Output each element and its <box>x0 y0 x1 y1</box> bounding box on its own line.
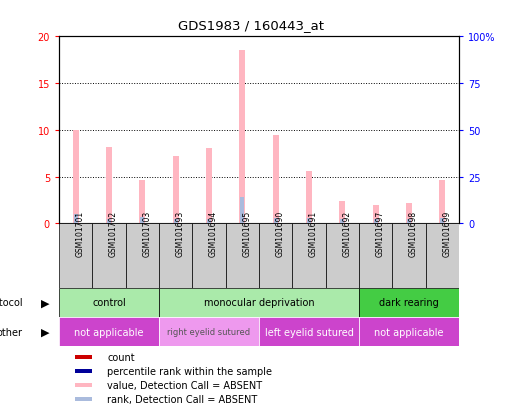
Text: GSM101695: GSM101695 <box>242 211 251 256</box>
Bar <box>173 157 179 224</box>
Bar <box>407 219 411 224</box>
Bar <box>374 219 378 224</box>
Bar <box>326 224 359 288</box>
Bar <box>75 397 92 401</box>
Text: GSM101703: GSM101703 <box>143 211 151 256</box>
Bar <box>75 383 92 387</box>
Bar <box>259 317 359 347</box>
Bar <box>140 181 145 224</box>
Bar <box>340 202 345 224</box>
Bar <box>441 218 444 224</box>
Bar <box>373 205 379 224</box>
Text: control: control <box>92 298 126 308</box>
Text: not applicable: not applicable <box>374 327 444 337</box>
Bar <box>259 224 292 288</box>
Bar <box>75 369 92 373</box>
Bar <box>174 219 177 224</box>
Text: left eyelid sutured: left eyelid sutured <box>265 327 353 337</box>
Text: GSM101690: GSM101690 <box>276 211 285 256</box>
Bar <box>159 288 359 317</box>
Text: dark rearing: dark rearing <box>379 298 439 308</box>
Bar <box>59 288 159 317</box>
Text: GSM101692: GSM101692 <box>343 211 351 256</box>
Bar <box>307 218 311 224</box>
Text: GSM101702: GSM101702 <box>109 211 118 256</box>
Bar <box>59 317 159 347</box>
Bar <box>207 219 211 224</box>
Text: rank, Detection Call = ABSENT: rank, Detection Call = ABSENT <box>107 394 257 404</box>
Text: monocular deprivation: monocular deprivation <box>204 298 314 308</box>
Bar <box>141 217 144 224</box>
Text: percentile rank within the sample: percentile rank within the sample <box>107 366 272 376</box>
Bar <box>206 148 212 224</box>
Bar <box>341 219 344 224</box>
Bar <box>241 198 244 224</box>
Bar <box>392 224 426 288</box>
Bar <box>240 51 245 224</box>
Text: GSM101691: GSM101691 <box>309 211 318 256</box>
Text: GSM101694: GSM101694 <box>209 211 218 256</box>
Text: count: count <box>107 352 134 362</box>
Text: GSM101701: GSM101701 <box>76 211 85 256</box>
Bar <box>274 218 278 224</box>
Bar <box>107 219 111 224</box>
Bar <box>75 355 92 359</box>
Bar <box>440 181 445 224</box>
Bar <box>226 224 259 288</box>
Bar <box>306 171 312 224</box>
Bar <box>106 147 112 224</box>
Bar <box>406 203 412 224</box>
Text: GSM101699: GSM101699 <box>442 211 451 256</box>
Text: ▶: ▶ <box>41 327 49 337</box>
Bar <box>74 214 77 224</box>
Text: value, Detection Call = ABSENT: value, Detection Call = ABSENT <box>107 380 262 390</box>
Text: GSM101697: GSM101697 <box>376 211 385 256</box>
Bar <box>159 224 192 288</box>
Bar <box>92 224 126 288</box>
Bar <box>59 224 92 288</box>
Text: ▶: ▶ <box>41 298 49 308</box>
Text: GSM101693: GSM101693 <box>175 211 185 256</box>
Text: protocol: protocol <box>0 298 23 308</box>
Bar <box>73 131 78 224</box>
Bar <box>126 224 159 288</box>
Bar <box>192 224 226 288</box>
Bar <box>359 317 459 347</box>
Bar <box>273 136 279 224</box>
Text: other: other <box>0 327 23 337</box>
Bar <box>359 224 392 288</box>
Text: right eyelid sutured: right eyelid sutured <box>167 328 251 336</box>
Bar <box>292 224 326 288</box>
Text: GSM101698: GSM101698 <box>409 211 418 256</box>
Bar <box>426 224 459 288</box>
Text: GDS1983 / 160443_at: GDS1983 / 160443_at <box>179 19 324 31</box>
Bar <box>359 288 459 317</box>
Text: not applicable: not applicable <box>74 327 144 337</box>
Bar <box>159 317 259 347</box>
